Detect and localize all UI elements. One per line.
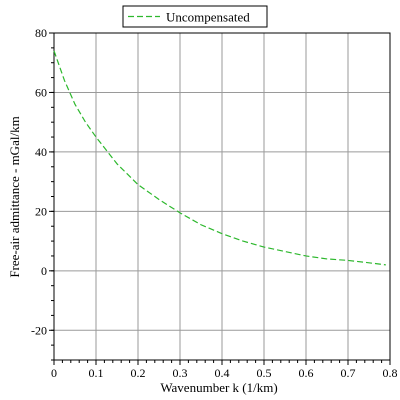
legend-label: Uncompensated bbox=[166, 10, 250, 25]
x-tick-label: 0.6 bbox=[299, 366, 314, 380]
data-point bbox=[179, 212, 181, 214]
data-point bbox=[64, 80, 66, 82]
data-point bbox=[95, 136, 97, 138]
data-point bbox=[137, 184, 139, 186]
data-point bbox=[347, 260, 349, 262]
legend: Uncompensated bbox=[122, 5, 268, 28]
x-axis-label: Wavenumber k (1/km) bbox=[160, 380, 277, 395]
x-tick-label: 0.2 bbox=[131, 366, 146, 380]
y-tick-label: 0 bbox=[41, 264, 47, 278]
y-axis-label: Free-air admittance - mGal/km bbox=[7, 116, 22, 277]
x-tick-label: 0.8 bbox=[383, 366, 398, 380]
y-tick-label: 20 bbox=[35, 204, 47, 218]
data-point bbox=[85, 121, 87, 123]
x-tick-label: 0.3 bbox=[173, 366, 188, 380]
grid bbox=[53, 32, 391, 360]
data-point bbox=[53, 50, 55, 52]
y-tick-label: 80 bbox=[35, 26, 47, 40]
data-point bbox=[284, 251, 286, 253]
data-point bbox=[116, 163, 118, 165]
x-tick-label: 0.1 bbox=[89, 366, 104, 380]
series-line-uncompensated bbox=[53, 50, 386, 266]
data-point bbox=[263, 246, 265, 248]
x-tick-label: 0.4 bbox=[215, 366, 230, 380]
x-tick-label: 0.7 bbox=[341, 366, 356, 380]
x-tick-label: 0.5 bbox=[257, 366, 272, 380]
axis-ticks: 0 0.1 0.2 0.3 0.4 0.5 0.6 0.7 0.8 -20 0 20 40 60 80 bbox=[31, 26, 398, 380]
data-point bbox=[158, 199, 160, 201]
x-tick-label: 0 bbox=[51, 366, 57, 380]
y-tick-label: 60 bbox=[35, 85, 47, 99]
data-point bbox=[242, 240, 244, 242]
data-point bbox=[200, 224, 202, 226]
y-tick-label: 40 bbox=[35, 145, 47, 159]
data-point bbox=[305, 255, 307, 257]
y-tick-label: -20 bbox=[31, 323, 47, 337]
data-point bbox=[74, 104, 76, 106]
legend-box bbox=[122, 5, 268, 28]
data-point bbox=[221, 233, 223, 235]
data-point bbox=[385, 264, 387, 266]
data-point bbox=[326, 258, 328, 260]
series-layer bbox=[53, 50, 386, 266]
data-point bbox=[368, 262, 370, 264]
